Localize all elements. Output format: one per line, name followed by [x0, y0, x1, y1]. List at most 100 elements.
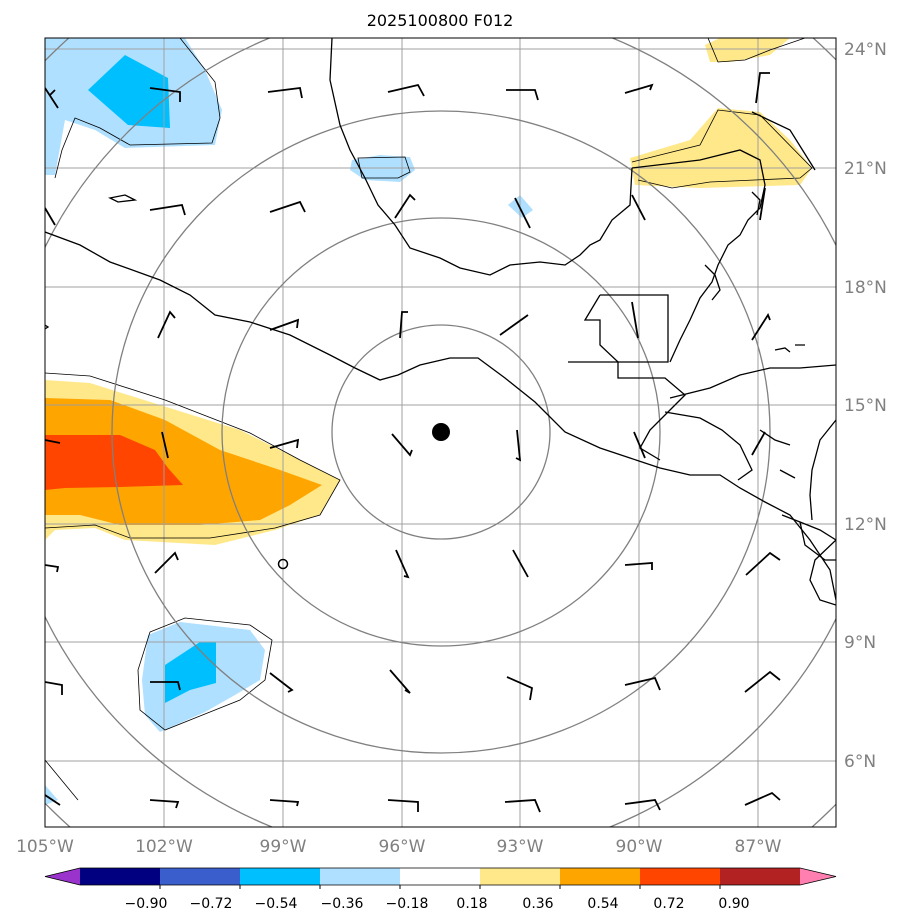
wind-barb	[399, 311, 408, 339]
wind-barb	[759, 187, 766, 221]
wind-barb	[391, 433, 413, 457]
wind-barb	[624, 799, 661, 811]
wind-barb	[387, 83, 425, 97]
colorbar-segment	[320, 868, 401, 885]
lon-tick-label: 102°W	[135, 837, 193, 857]
longitude-labels: 105°W 102°W 99°W 96°W 93°W 90°W 87°W	[16, 837, 782, 857]
wind-barb	[515, 429, 522, 462]
colorbar-outline	[44, 867, 837, 886]
wind-barb	[45, 207, 56, 226]
colorbar-labels: −0.90 −0.72 −0.54 −0.36 −0.18 0.18 0.36 …	[125, 896, 750, 912]
lon-tick-label: 93°W	[497, 837, 544, 857]
honduras-mosquitia	[759, 429, 796, 479]
colorbar-segment	[560, 868, 641, 885]
coastlines	[45, 38, 836, 606]
colorbar-segment	[400, 868, 481, 885]
colorbar-tick-label: −0.90	[125, 896, 168, 912]
wind-barb	[755, 72, 770, 104]
shaded-area-yellow	[630, 108, 812, 188]
colorbar-tick-label: −0.18	[386, 896, 429, 912]
colorbar-tick-label: 0.54	[587, 896, 618, 912]
wind-barb	[512, 549, 529, 578]
lon-tick-label: 96°W	[379, 837, 426, 857]
storm-center-marker	[432, 423, 450, 441]
wind-barb	[633, 431, 646, 459]
wind-barb	[154, 551, 179, 574]
shaded-area-blue	[88, 55, 170, 128]
wind-barb	[269, 799, 300, 807]
lat-tick-label: 24°N	[844, 40, 887, 60]
yucatan-coast	[631, 149, 766, 363]
wind-barb	[149, 87, 181, 102]
map-frame	[44, 37, 837, 828]
shaded-area-orange	[45, 398, 322, 525]
lon-tick-label: 90°W	[616, 837, 663, 857]
range-ring	[331, 324, 551, 540]
wind-barb	[269, 200, 306, 213]
wind-barb	[624, 676, 661, 691]
wind-barb	[389, 669, 411, 694]
colorbar-tick-label: −0.54	[255, 896, 298, 912]
nicaragua-coast	[809, 419, 836, 521]
range-ring	[111, 110, 771, 754]
range-ring	[221, 217, 661, 647]
wind-barb	[506, 676, 534, 701]
lon-tick-label: 87°W	[735, 837, 782, 857]
wind-barb	[499, 314, 529, 336]
colorbar-tick-label: −0.72	[190, 896, 233, 912]
figure-title: 2025100800 F012	[367, 11, 514, 30]
wind-barb	[745, 551, 781, 576]
colorbar	[44, 867, 837, 889]
contour-lines	[45, 38, 813, 801]
colorbar-tick-label: 0.72	[653, 896, 684, 912]
guatemala-border	[568, 361, 686, 461]
colorbar-extend-max	[800, 868, 836, 885]
colorbar-tick-label: 0.36	[522, 896, 553, 912]
wind-barb	[624, 562, 653, 570]
lat-tick-label: 12°N	[844, 515, 887, 535]
wind-barb	[45, 87, 59, 109]
wind-barb	[150, 681, 181, 691]
costa-rica	[781, 514, 836, 606]
wind-barb	[631, 194, 646, 221]
calm-wind-marker	[277, 558, 289, 570]
shaded-area-blue	[165, 642, 216, 703]
colorbar-segment	[240, 868, 321, 885]
cozumel	[751, 191, 761, 216]
colorbar-segment	[640, 868, 721, 885]
lat-tick-label: 15°N	[844, 396, 887, 416]
wind-barb	[744, 791, 781, 806]
lat-tick-label: 18°N	[844, 278, 887, 298]
shading-layer	[45, 38, 812, 805]
small-islands	[45, 194, 138, 330]
lat-tick-label: 6°N	[844, 752, 876, 772]
wind-barb	[751, 313, 771, 341]
shaded-area-light-blue	[45, 785, 58, 805]
colorbar-tick-label: 0.90	[718, 896, 749, 912]
colorbar-segment	[160, 868, 241, 885]
wind-barb	[506, 89, 539, 101]
wind-barb	[269, 672, 294, 693]
lat-tick-label: 21°N	[844, 159, 887, 179]
wind-barb	[267, 87, 303, 99]
lat-tick-label: 9°N	[844, 633, 876, 653]
wind-barb	[161, 431, 169, 459]
mexico-guatemala-border	[583, 294, 669, 363]
bay-islands	[774, 344, 805, 353]
wind-barb	[744, 670, 781, 693]
gridlines	[45, 38, 836, 827]
wind-barb	[504, 799, 541, 813]
mexico-gulf-coast	[329, 38, 633, 276]
belize-coast	[704, 264, 721, 301]
wind-barb	[149, 799, 180, 809]
wind-barb	[387, 799, 419, 812]
colorbar-tick-label: −0.36	[321, 896, 364, 912]
colorbar-segment	[480, 868, 561, 885]
colorbar-segment	[80, 868, 161, 885]
colorbar-segment	[720, 868, 801, 885]
mexico-pacific-coast	[45, 231, 836, 601]
wind-barb	[45, 794, 61, 806]
